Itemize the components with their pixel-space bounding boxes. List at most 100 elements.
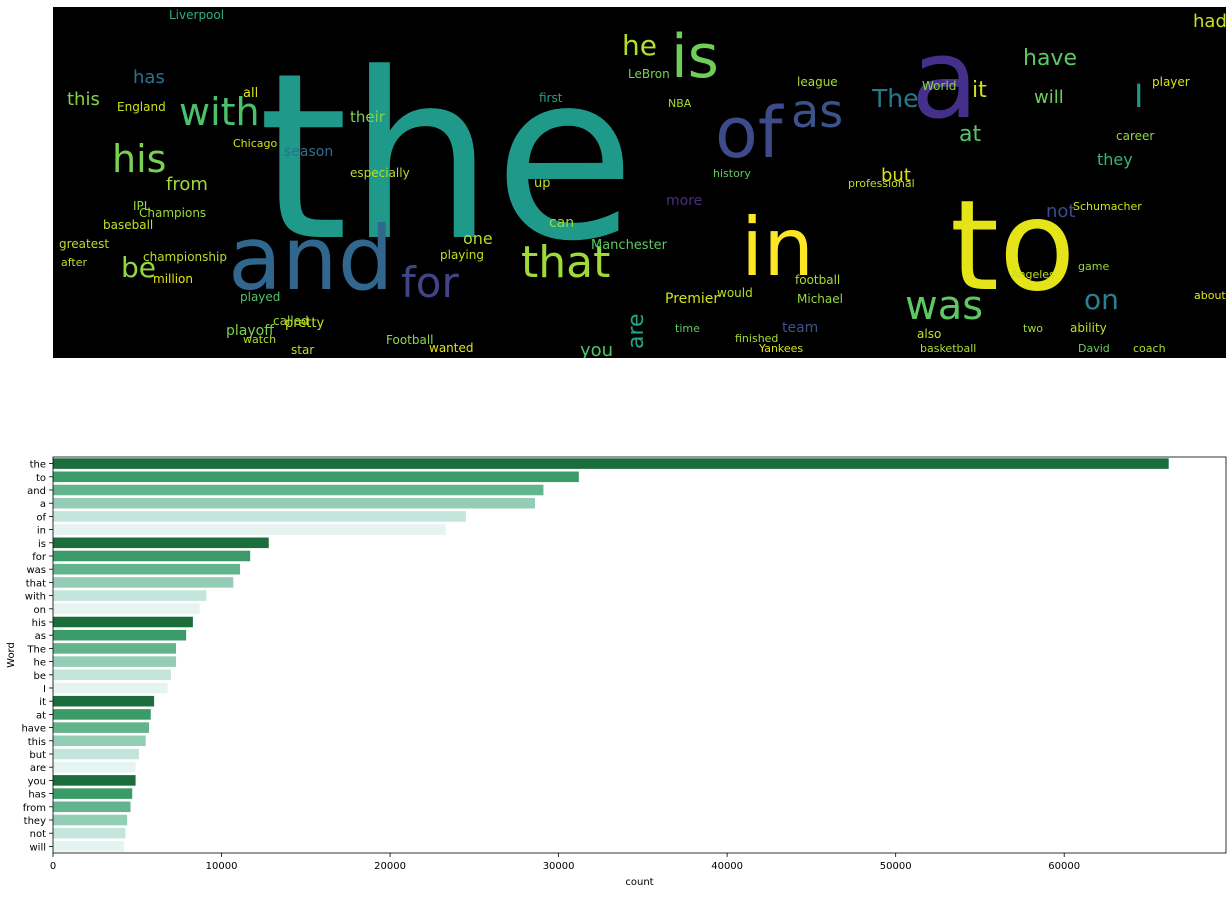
cloud-word: finished <box>735 332 778 345</box>
cloud-word: ability <box>1070 321 1107 335</box>
y-tick-label: on <box>34 605 46 616</box>
plot-frame <box>52 456 1227 854</box>
bar <box>53 841 124 852</box>
cloud-word: basketball <box>920 342 976 355</box>
cloud-word: baseball <box>103 218 153 232</box>
y-tick-label: have <box>21 724 46 735</box>
y-axis-label: Word <box>6 642 17 668</box>
cloud-word: NBA <box>668 97 692 110</box>
cloud-word: The <box>871 84 919 113</box>
cloud-word: two <box>1023 322 1043 335</box>
y-tick-label: and <box>27 486 46 497</box>
y-tick-label: in <box>37 526 46 537</box>
cloud-word: World <box>922 79 956 93</box>
y-tick-label: from <box>23 803 46 814</box>
cloud-word: but <box>881 165 911 186</box>
bar <box>53 603 200 615</box>
cloud-word: Michael <box>797 292 843 306</box>
bar <box>53 735 146 747</box>
cloud-word: Chicago <box>233 137 277 150</box>
y-tick-label: but <box>29 750 46 761</box>
cloud-word: you <box>580 340 613 358</box>
y-tick-label: it <box>39 697 46 708</box>
bar <box>53 775 136 786</box>
y-tick-label: will <box>29 842 46 853</box>
cloud-word: time <box>675 322 700 335</box>
y-tick-label: are <box>30 763 46 774</box>
bar <box>53 669 171 681</box>
y-tick-label: at <box>36 710 46 721</box>
cloud-word: pretty <box>285 316 325 331</box>
cloud-word: that <box>521 237 610 288</box>
cloud-word: have <box>1023 46 1077 71</box>
cloud-word: player <box>1152 75 1190 89</box>
y-tick-label: of <box>36 512 46 523</box>
y-tick-label: be <box>34 671 47 682</box>
bar <box>53 524 446 535</box>
cloud-word: championship <box>143 250 227 264</box>
cloud-word: their <box>350 108 386 126</box>
cloud-word: can <box>549 215 574 231</box>
cloud-word: career <box>1116 129 1154 143</box>
y-tick-label: his <box>32 618 46 629</box>
cloud-word: up <box>534 176 551 191</box>
cloud-word: David <box>1078 342 1110 355</box>
bar <box>53 550 251 562</box>
cloud-word: Schumacher <box>1073 200 1142 213</box>
y-tick-label: is <box>38 539 46 550</box>
cloud-word: would <box>717 286 753 300</box>
cloud-word: as <box>791 84 843 138</box>
x-tick-label: 30000 <box>543 861 575 872</box>
y-tick-label: to <box>36 473 46 484</box>
bar <box>53 629 187 641</box>
bar <box>53 788 133 799</box>
cloud-word: Angeles <box>1011 268 1055 281</box>
cloud-word: not <box>1046 201 1075 222</box>
cloud-word: will <box>1034 87 1064 108</box>
cloud-word: played <box>240 290 280 304</box>
bar <box>53 471 579 483</box>
cloud-word: is <box>671 22 719 92</box>
cloud-word: playing <box>440 248 484 262</box>
bar-chart-canvas: the to and a of in is for was that with on his as The h… <box>6 456 1227 888</box>
cloud-word: playoff <box>226 323 274 339</box>
bar <box>53 682 168 694</box>
y-tick-label: has <box>28 790 46 801</box>
cloud-word: wanted <box>429 341 473 355</box>
cloud-word: history <box>713 167 751 180</box>
cloud-word: game <box>1078 260 1109 273</box>
cloud-word: all <box>243 86 258 101</box>
x-tick-label: 0 <box>50 861 56 872</box>
cloud-word: called <box>273 314 309 328</box>
bar <box>53 801 131 813</box>
y-tick-label: for <box>32 552 47 563</box>
cloud-word: be <box>121 251 156 284</box>
cloud-word: a <box>911 15 978 143</box>
bar <box>53 643 177 654</box>
cloud-word: from <box>166 174 208 195</box>
cloud-word: at <box>959 122 981 147</box>
bar <box>53 511 466 522</box>
cloud-word: had <box>1193 11 1226 32</box>
bar <box>53 590 207 601</box>
y-tick-label: that <box>26 578 46 589</box>
y-tick-label: with <box>25 592 46 603</box>
bar <box>53 458 1169 469</box>
cloud-word: star <box>291 343 314 357</box>
cloud-word: the <box>258 25 635 292</box>
cloud-word: of <box>715 92 784 174</box>
bar <box>53 577 234 588</box>
cloud-word: coach <box>1133 342 1166 355</box>
x-tick-label: 20000 <box>374 861 406 872</box>
cloud-word: Premier <box>665 291 719 307</box>
cloud-word: first <box>539 91 563 105</box>
cloud-word: on <box>1084 283 1119 316</box>
cloud-word: especially <box>350 166 410 180</box>
cloud-word: it <box>972 78 987 103</box>
cloud-word: this <box>67 89 100 110</box>
cloud-word: professional <box>848 177 915 190</box>
bar <box>53 827 126 839</box>
cloud-word: watch <box>243 333 276 346</box>
cloud-word: Manchester <box>591 238 668 253</box>
bar <box>53 761 136 773</box>
